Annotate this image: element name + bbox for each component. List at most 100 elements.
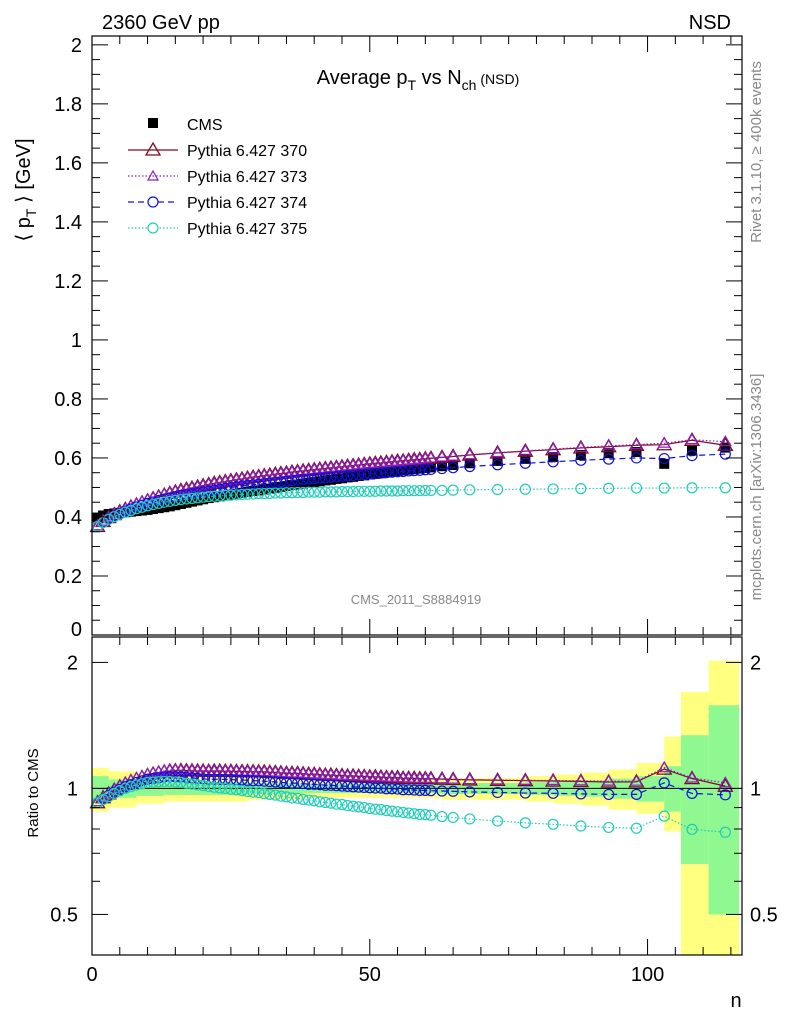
series-point-375 (436, 484, 448, 497)
series-point-375 (364, 485, 376, 497)
ratio-point-374 (130, 776, 143, 789)
ratio-point-374 (575, 788, 587, 800)
y-axis-label-top: ⟨ pT ⟩ [GeV] (13, 138, 39, 241)
ratio-point-375 (491, 815, 504, 827)
series-point-375 (347, 485, 359, 498)
ratio-point-374 (241, 774, 254, 786)
axis-ticks: 0 50 100 0 0.2 0.4 0.6 0.8 1 1.2 1.4 1.6 1.8 2 0.5 0.5 1… (50, 35, 778, 986)
series-point-374 (436, 462, 448, 475)
cms-point (414, 463, 425, 474)
series-point-375 (197, 491, 209, 503)
ratio-point-375 (719, 826, 731, 838)
series-point-375 (319, 486, 331, 498)
ratio-panel-frame (91, 636, 743, 956)
ratio-point-374 (286, 777, 298, 789)
cms-point (248, 486, 259, 497)
ratio-point-370 (489, 771, 506, 786)
cms-point (187, 496, 197, 507)
ratio-point-374 (319, 779, 331, 791)
ratio-point-375 (108, 787, 120, 799)
ratio-point-375 (397, 806, 409, 819)
ratio-point-374 (447, 785, 459, 797)
y-tick-label-top: 1.4 (54, 212, 82, 234)
series-point-375 (447, 484, 459, 496)
ratio-point-374 (658, 777, 670, 789)
series-point-374 (291, 474, 304, 486)
ratio-point-375 (203, 780, 215, 793)
band-green (664, 766, 681, 812)
ratio-point-373 (657, 761, 671, 773)
ratio-point-375 (547, 818, 559, 830)
ratio-point-375 (208, 781, 220, 793)
ratio-point-374 (630, 788, 643, 800)
mcplots-label: mcplots.cern.ch [arXiv:1306.3436] (748, 374, 765, 601)
series-point-375 (186, 492, 198, 504)
series-point-374 (491, 459, 504, 471)
series-point-375 (264, 487, 276, 499)
ratio-point-375 (264, 788, 276, 800)
series-point-375 (386, 485, 398, 497)
ratio-point-375 (186, 778, 198, 790)
series-point-375 (341, 485, 354, 498)
ratio-point-374 (197, 773, 209, 785)
series-point-375 (369, 485, 381, 497)
ratio-point-374 (275, 776, 287, 788)
ratio-point-375 (147, 776, 159, 788)
ratio-point-375 (158, 775, 170, 788)
series-374 (91, 448, 731, 809)
series-point-374 (375, 467, 387, 479)
legend-label-374: Pythia 6.427 374 (187, 195, 307, 212)
series-point-375 (603, 482, 615, 494)
cms-point (320, 475, 331, 486)
series-point-375 (230, 489, 243, 501)
x-tick-label: 50 (359, 964, 381, 986)
series-point-375 (464, 484, 476, 496)
series-point-374 (658, 452, 670, 465)
series-point-375 (180, 493, 193, 505)
series-point-375 (97, 516, 109, 529)
series-point-374 (336, 470, 348, 482)
series-point-373 (629, 437, 643, 450)
series-point-374 (391, 466, 404, 478)
series-point-375 (380, 485, 393, 497)
legend-label-370: Pythia 6.427 370 (187, 143, 307, 160)
ratio-point-374 (414, 784, 426, 796)
y-tick-label-top: 0.4 (54, 507, 82, 529)
ratio-point-375 (464, 813, 476, 825)
cms-point (231, 488, 242, 499)
series-point-375 (358, 485, 370, 497)
legend-marker-375 (147, 222, 159, 234)
series-375 (91, 482, 731, 838)
cms-point (92, 512, 103, 523)
y-tick-label-top: 1 (71, 330, 82, 352)
ratio-point-375 (136, 778, 148, 790)
ratio-point-375 (369, 803, 381, 815)
y-tick-label-bottom-left: 2 (67, 652, 78, 674)
series-point-374 (303, 473, 315, 485)
ratio-point-373 (546, 773, 560, 786)
analysis-watermark: CMS_2011_S8884919 (351, 592, 482, 607)
cms-point (409, 464, 420, 475)
series-point-373 (657, 436, 671, 448)
series-line-ratio-373 (97, 767, 726, 803)
series-point-374 (380, 467, 393, 479)
series-point-375 (419, 484, 431, 497)
series-point-374 (358, 468, 370, 481)
series-point-375 (208, 490, 220, 502)
cms-point (142, 504, 153, 515)
ratio-point-374 (519, 787, 531, 799)
y-tick-label-top: 0.6 (54, 448, 82, 470)
cms-point (720, 442, 731, 453)
ratio-point-375 (347, 800, 359, 812)
cms-point (298, 478, 309, 489)
series-point-374 (369, 467, 381, 480)
ratio-point-374 (419, 784, 431, 796)
ratio-point-375 (258, 788, 270, 800)
series-point-374 (247, 479, 259, 491)
ratio-point-374 (464, 786, 476, 798)
cms-point (437, 461, 447, 472)
x-tick-label: 0 (86, 964, 97, 986)
series-point-374 (603, 453, 615, 465)
ratio-point-374 (314, 779, 326, 791)
ratio-point-374 (269, 776, 281, 788)
